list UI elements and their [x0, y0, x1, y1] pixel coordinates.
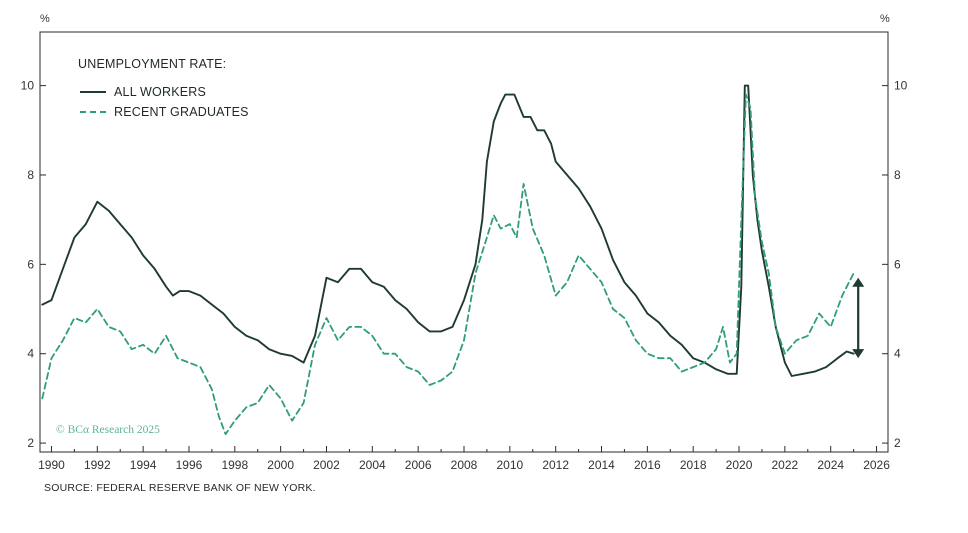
y-tick-label-right: 10 [894, 79, 908, 93]
legend: UNEMPLOYMENT RATE: ALL WORKERS RECENT GR… [78, 57, 249, 119]
x-tick-label: 1992 [84, 458, 111, 472]
y-tick-label-right: 6 [894, 257, 901, 271]
axis-ticks: 2 2 4 4 6 6 8 8 10 10 1990 1992 1994 1996 1998 2000 2002… [21, 79, 908, 472]
x-tick-label: 1990 [38, 458, 65, 472]
y-tick-label-right: 2 [894, 436, 901, 450]
series-line-recent-graduates [41, 93, 855, 435]
x-tick-label: 2026 [863, 458, 890, 472]
gap-arrow-head-top [852, 277, 865, 287]
legend-label-all-workers: ALL WORKERS [114, 85, 206, 99]
series-layer [41, 84, 855, 435]
x-tick-label: 2024 [817, 458, 844, 472]
legend-label-recent-graduates: RECENT GRADUATES [114, 105, 249, 119]
source-note: SOURCE: FEDERAL RESERVE BANK OF NEW YORK… [44, 482, 316, 494]
y-tick-label-right: 4 [894, 347, 901, 361]
legend-title: UNEMPLOYMENT RATE: [78, 57, 226, 71]
y-tick-label-right: 8 [894, 168, 901, 182]
series-line-all-workers [41, 84, 855, 377]
x-tick-label: 1996 [176, 458, 203, 472]
x-tick-label: 1994 [130, 458, 157, 472]
y-tick-label-left: 2 [27, 436, 34, 450]
copyright-notice: © BCα Research 2025 [56, 424, 160, 436]
x-tick-label: 2018 [680, 458, 707, 472]
x-tick-label: 2020 [726, 458, 753, 472]
y-tick-label-left: 4 [27, 347, 34, 361]
x-tick-label: 2008 [451, 458, 478, 472]
x-tick-label: 2012 [542, 458, 569, 472]
x-tick-label: 2010 [496, 458, 523, 472]
x-tick-label: 2006 [405, 458, 432, 472]
x-tick-label: 2004 [359, 458, 386, 472]
left-unit-label: % [40, 13, 50, 25]
y-tick-label-left: 6 [27, 257, 34, 271]
y-tick-label-left: 8 [27, 168, 34, 182]
x-tick-label: 1998 [221, 458, 248, 472]
gap-arrow-icon [852, 277, 865, 359]
x-tick-label: 2016 [634, 458, 661, 472]
gap-arrow-head-bottom [852, 349, 865, 359]
x-tick-label: 2002 [313, 458, 340, 472]
x-tick-label: 2022 [772, 458, 799, 472]
x-tick-label: 2014 [588, 458, 615, 472]
right-unit-label: % [880, 13, 890, 25]
y-tick-label-left: 10 [21, 79, 35, 93]
x-tick-label: 2000 [267, 458, 294, 472]
